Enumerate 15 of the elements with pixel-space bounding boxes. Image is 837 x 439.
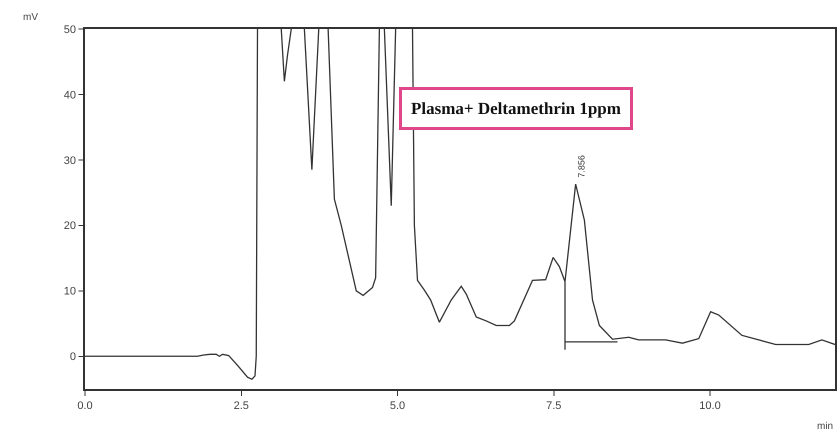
y-tick-label: 50 <box>64 24 76 36</box>
y-tick-label: 10 <box>64 286 76 298</box>
annotation: Plasma+ Deltamethrin 1ppm <box>411 99 621 118</box>
y-tick-label: 0 <box>70 351 76 364</box>
x-tick-label: 2.5 <box>234 400 249 412</box>
x-tick-label: 0.0 <box>77 400 93 412</box>
x-tick-label: 7.5 <box>546 400 562 412</box>
y-tick-label: 40 <box>64 89 76 102</box>
annotation: 7.856 <box>576 155 586 178</box>
y-axis-title: mV <box>23 12 38 23</box>
y-tick-label: 30 <box>64 154 76 167</box>
x-tick-label: 5.0 <box>390 400 406 412</box>
y-tick-label: 20 <box>64 220 76 232</box>
x-axis-title: min <box>817 421 834 432</box>
x-tick-label: 10.0 <box>699 400 721 412</box>
